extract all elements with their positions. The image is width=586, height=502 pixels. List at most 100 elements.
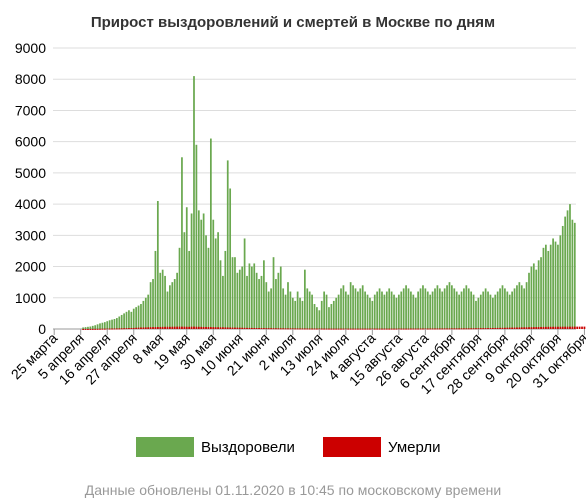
bar-recovered (330, 304, 333, 329)
bar-deaths (84, 328, 87, 330)
bar-deaths (267, 328, 270, 330)
bar-deaths (188, 326, 191, 329)
bar-deaths (219, 327, 222, 329)
bar-recovered (113, 319, 116, 329)
bar-deaths (417, 328, 420, 330)
bar-recovered (501, 285, 504, 329)
bar-recovered (434, 288, 436, 329)
bar-recovered (140, 304, 142, 329)
bar-recovered (214, 238, 217, 329)
bar-recovered (243, 238, 246, 329)
bar-recovered (260, 275, 263, 329)
y-tick-label: 1000 (15, 290, 46, 306)
bar-recovered (470, 291, 473, 329)
bar-recovered (487, 291, 489, 329)
bar-deaths (581, 326, 583, 329)
bar-recovered (299, 297, 301, 329)
bar-deaths (306, 328, 309, 330)
bar-recovered (337, 294, 340, 329)
bar-deaths (282, 328, 285, 330)
bar-deaths (205, 326, 207, 329)
bar-recovered (436, 285, 439, 329)
bar-deaths (463, 328, 465, 330)
bar-recovered (325, 294, 328, 329)
bar-recovered (511, 291, 513, 329)
bar-deaths (320, 328, 323, 330)
legend-swatch-deaths (323, 437, 381, 457)
bar-deaths (347, 328, 350, 330)
bar-deaths (279, 328, 282, 330)
bar-recovered (364, 291, 366, 329)
bar-recovered (545, 244, 547, 329)
bar-deaths (364, 328, 366, 330)
bar-deaths (123, 328, 125, 330)
bar-recovered (255, 272, 258, 329)
bar-recovered (419, 288, 422, 329)
bar-recovered (176, 272, 178, 329)
bar-deaths (275, 328, 277, 330)
bar-deaths (467, 328, 470, 330)
bar-deaths (94, 328, 97, 330)
bar-recovered (132, 308, 135, 329)
bar-recovered (222, 275, 224, 329)
bar-recovered (250, 266, 253, 329)
bar-deaths (234, 327, 236, 329)
bar-recovered (275, 279, 277, 329)
bar-recovered (479, 294, 482, 329)
bar-recovered (385, 291, 388, 329)
bar-deaths (241, 327, 244, 329)
bar-recovered (344, 291, 347, 329)
bar-recovered (528, 272, 530, 329)
bar-recovered (426, 291, 429, 329)
bar-deaths (332, 328, 335, 330)
bar-recovered (130, 311, 133, 329)
bar-recovered (342, 285, 345, 329)
bar-deaths (125, 328, 128, 330)
bar-deaths (301, 328, 304, 330)
bar-recovered (506, 291, 509, 329)
bar-deaths (407, 328, 410, 330)
bar-deaths (214, 327, 217, 329)
bar-deaths (419, 328, 422, 330)
bar-deaths (87, 328, 89, 330)
bar-recovered (513, 288, 516, 329)
bar-deaths (202, 326, 205, 329)
bar-recovered (253, 263, 256, 329)
bar-deaths (540, 326, 542, 329)
bar-deaths (357, 328, 359, 330)
bar-deaths (212, 327, 215, 329)
bar-deaths (496, 327, 499, 329)
bar-recovered (284, 294, 287, 329)
bar-recovered (316, 307, 318, 329)
bar-recovered (306, 288, 309, 329)
bar-recovered (537, 260, 540, 329)
bar-recovered (451, 285, 453, 329)
grid (53, 47, 576, 330)
bar-recovered (388, 288, 391, 329)
bar-recovered (357, 291, 359, 329)
bar-recovered (169, 285, 171, 329)
bar-deaths (378, 328, 381, 330)
bar-deaths (426, 328, 429, 330)
bar-deaths (458, 328, 460, 330)
bar-recovered (238, 269, 241, 329)
bar-recovered (303, 269, 306, 329)
bar-recovered (282, 288, 285, 329)
bar-deaths (337, 328, 340, 330)
bar-recovered (87, 326, 89, 329)
bar-recovered (116, 318, 118, 329)
bar-recovered (195, 144, 198, 329)
bar-recovered (400, 291, 403, 329)
y-tick-label: 5000 (15, 165, 46, 181)
bar-recovered (311, 294, 313, 329)
bar-recovered (349, 282, 352, 329)
bar-deaths (308, 328, 311, 330)
bar-recovered (455, 291, 458, 329)
bar-deaths (484, 328, 487, 330)
bar-deaths (388, 328, 391, 330)
bar-recovered (371, 300, 374, 329)
bar-recovered (467, 288, 470, 329)
bar-deaths (552, 326, 554, 329)
bar-recovered (549, 244, 552, 329)
bar-recovered (532, 263, 535, 329)
